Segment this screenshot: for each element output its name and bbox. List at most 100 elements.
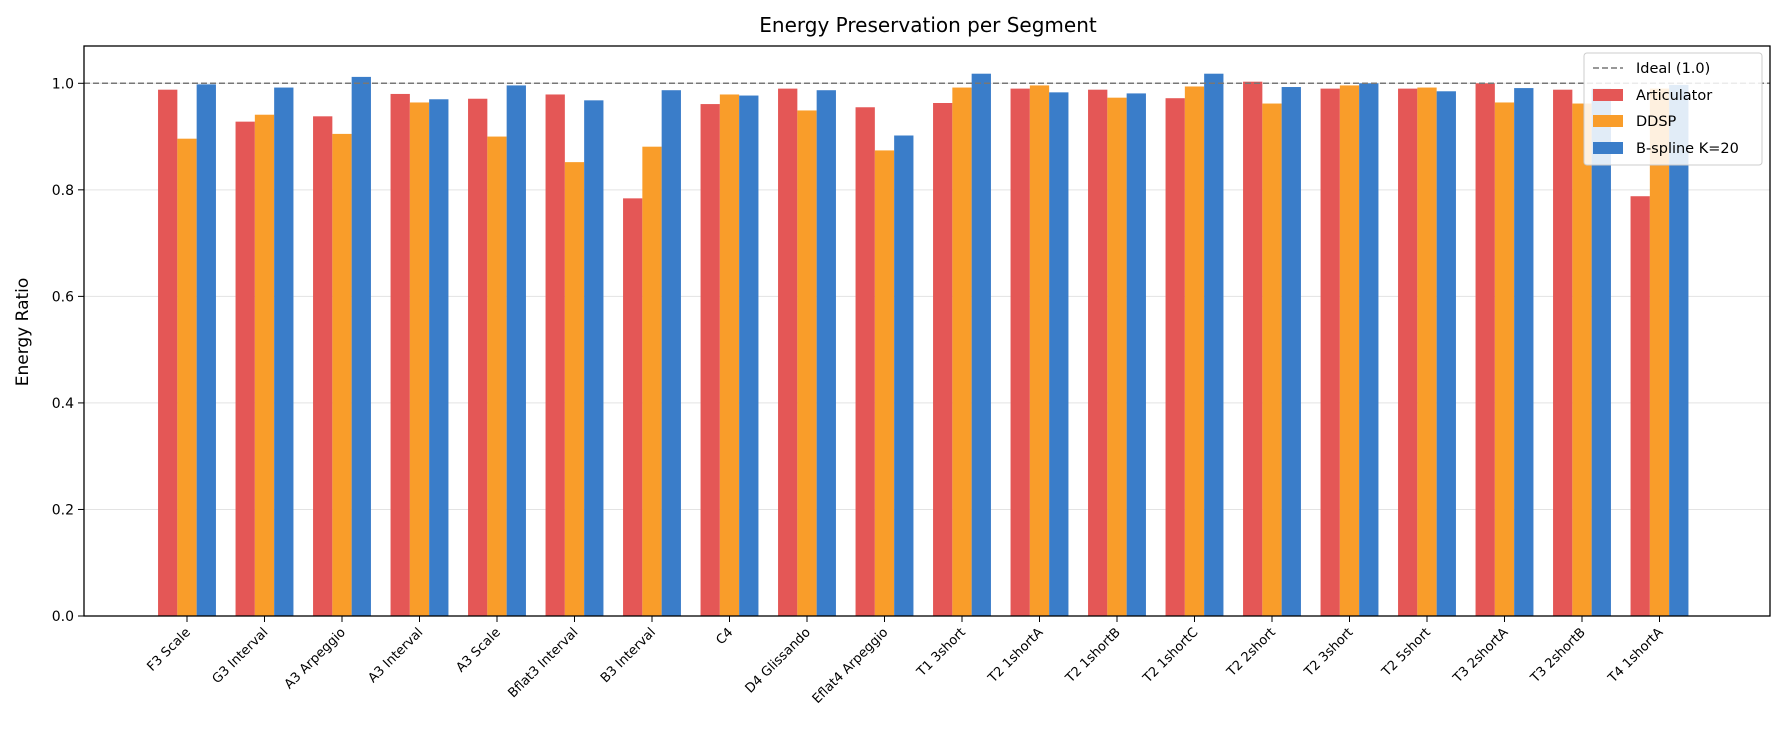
bar xyxy=(1029,85,1050,617)
bar xyxy=(564,162,585,616)
bar xyxy=(468,98,488,616)
x-tick-label: T1 3short xyxy=(914,625,969,680)
y-tick-label: 0.0 xyxy=(52,609,74,625)
bar xyxy=(1126,93,1146,617)
bar xyxy=(1281,87,1301,617)
bar xyxy=(1339,85,1360,617)
bar xyxy=(797,110,817,616)
bar xyxy=(623,198,643,616)
bar xyxy=(1184,86,1205,617)
bar xyxy=(1088,89,1108,616)
x-axis: F3 Scale G3 Interval A3 Arpeggio A3 Interva… xyxy=(144,616,1666,707)
x-tick-label: A3 Interval xyxy=(365,625,426,686)
x-tick-label: A3 Scale xyxy=(453,625,503,675)
bar xyxy=(1630,196,1650,616)
bar xyxy=(1553,89,1573,616)
bar xyxy=(1591,88,1611,616)
bar xyxy=(661,90,681,616)
bar xyxy=(332,133,352,616)
x-tick-label: T4 1shortA xyxy=(1605,625,1667,687)
x-tick-label: G3 Interval xyxy=(210,625,272,687)
bars-group xyxy=(158,73,1689,617)
bar xyxy=(487,136,507,617)
legend-label: Ideal (1.0) xyxy=(1636,61,1710,77)
x-tick-label: C4 xyxy=(713,625,736,648)
bar xyxy=(1359,83,1379,616)
x-tick-label: T2 2short xyxy=(1224,625,1279,680)
y-tick-label: 0.2 xyxy=(52,502,74,518)
y-tick-label: 0.6 xyxy=(52,289,74,305)
legend-box xyxy=(1583,52,1763,166)
y-tick-label: 0.8 xyxy=(52,183,74,199)
bar xyxy=(1320,88,1340,616)
bar xyxy=(855,107,875,616)
x-tick-label: T2 3short xyxy=(1301,625,1356,680)
bar xyxy=(1204,73,1224,617)
legend: Ideal (1.0) Articulator DDSP B-spline K=20 xyxy=(1583,52,1763,166)
bar xyxy=(254,114,275,616)
x-tick-label: T2 1shortA xyxy=(985,625,1047,687)
bar xyxy=(700,104,720,616)
bar xyxy=(313,116,333,617)
x-tick-label: F3 Scale xyxy=(144,625,193,674)
bar xyxy=(1398,88,1418,616)
bar xyxy=(1572,103,1592,616)
bar xyxy=(1049,92,1069,616)
x-tick-label: A3 Arpeggio xyxy=(282,625,349,692)
bar xyxy=(1514,88,1534,617)
bar xyxy=(1494,102,1515,617)
bar xyxy=(545,94,565,617)
bar xyxy=(1107,97,1127,616)
x-tick-label: B3 Interval xyxy=(598,625,659,686)
x-tick-label: T3 2shortB xyxy=(1527,625,1588,686)
bar xyxy=(235,121,255,616)
bar xyxy=(719,94,740,617)
bar xyxy=(177,138,197,616)
bar xyxy=(1010,88,1030,616)
legend-label: B-spline K=20 xyxy=(1636,141,1739,157)
legend-label: Articulator xyxy=(1636,88,1712,104)
bar xyxy=(1262,103,1282,616)
x-tick-label: Eflat4 Arpeggio xyxy=(810,625,892,707)
bar xyxy=(409,102,430,617)
bar xyxy=(584,100,604,617)
x-tick-label: Bflat3 Interval xyxy=(505,625,581,701)
bar xyxy=(158,89,178,616)
bar xyxy=(1669,84,1689,617)
bar xyxy=(351,76,371,616)
bar xyxy=(1243,81,1263,616)
y-axis-label: Energy Ratio xyxy=(13,278,33,387)
plot-frame xyxy=(83,45,1771,617)
bar xyxy=(1475,83,1495,616)
bar xyxy=(196,84,216,616)
bar xyxy=(739,95,759,616)
bar xyxy=(274,87,294,617)
bar xyxy=(1649,88,1670,616)
bar xyxy=(1417,87,1437,617)
bar xyxy=(971,73,991,617)
bar xyxy=(933,103,953,616)
x-tick-label: T2 1shortB xyxy=(1062,625,1123,686)
x-tick-label: D4 Glissando xyxy=(743,625,814,696)
bar xyxy=(429,99,449,617)
x-tick-label: T2 5short xyxy=(1379,625,1434,680)
bar xyxy=(894,135,914,616)
x-tick-label: T3 2shortA xyxy=(1450,625,1512,687)
bar xyxy=(1436,91,1456,616)
bar xyxy=(952,87,972,617)
legend-label: DDSP xyxy=(1636,114,1677,130)
y-tick-label: 1.0 xyxy=(52,76,74,92)
legend-swatch xyxy=(1593,142,1623,154)
chart-title: Energy Preservation per Segment xyxy=(759,13,1097,37)
bar xyxy=(778,88,798,616)
legend-swatch xyxy=(1593,115,1623,127)
bar xyxy=(816,90,836,616)
y-tick-label: 0.4 xyxy=(52,396,74,412)
bar xyxy=(390,93,410,617)
bar xyxy=(642,146,662,616)
bar xyxy=(874,150,895,617)
y-axis: 0.0 0.2 0.4 0.6 0.8 1.0 xyxy=(52,76,84,625)
legend-swatch xyxy=(1593,89,1623,101)
